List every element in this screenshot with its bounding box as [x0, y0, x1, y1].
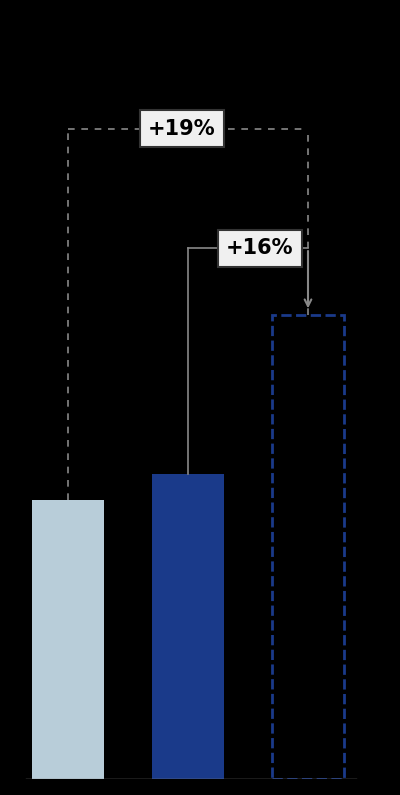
Bar	[152, 474, 224, 779]
Text: +16%: +16%	[226, 238, 294, 258]
Bar	[32, 500, 104, 779]
Bar	[272, 315, 344, 779]
Text: +19%: +19%	[148, 118, 216, 138]
